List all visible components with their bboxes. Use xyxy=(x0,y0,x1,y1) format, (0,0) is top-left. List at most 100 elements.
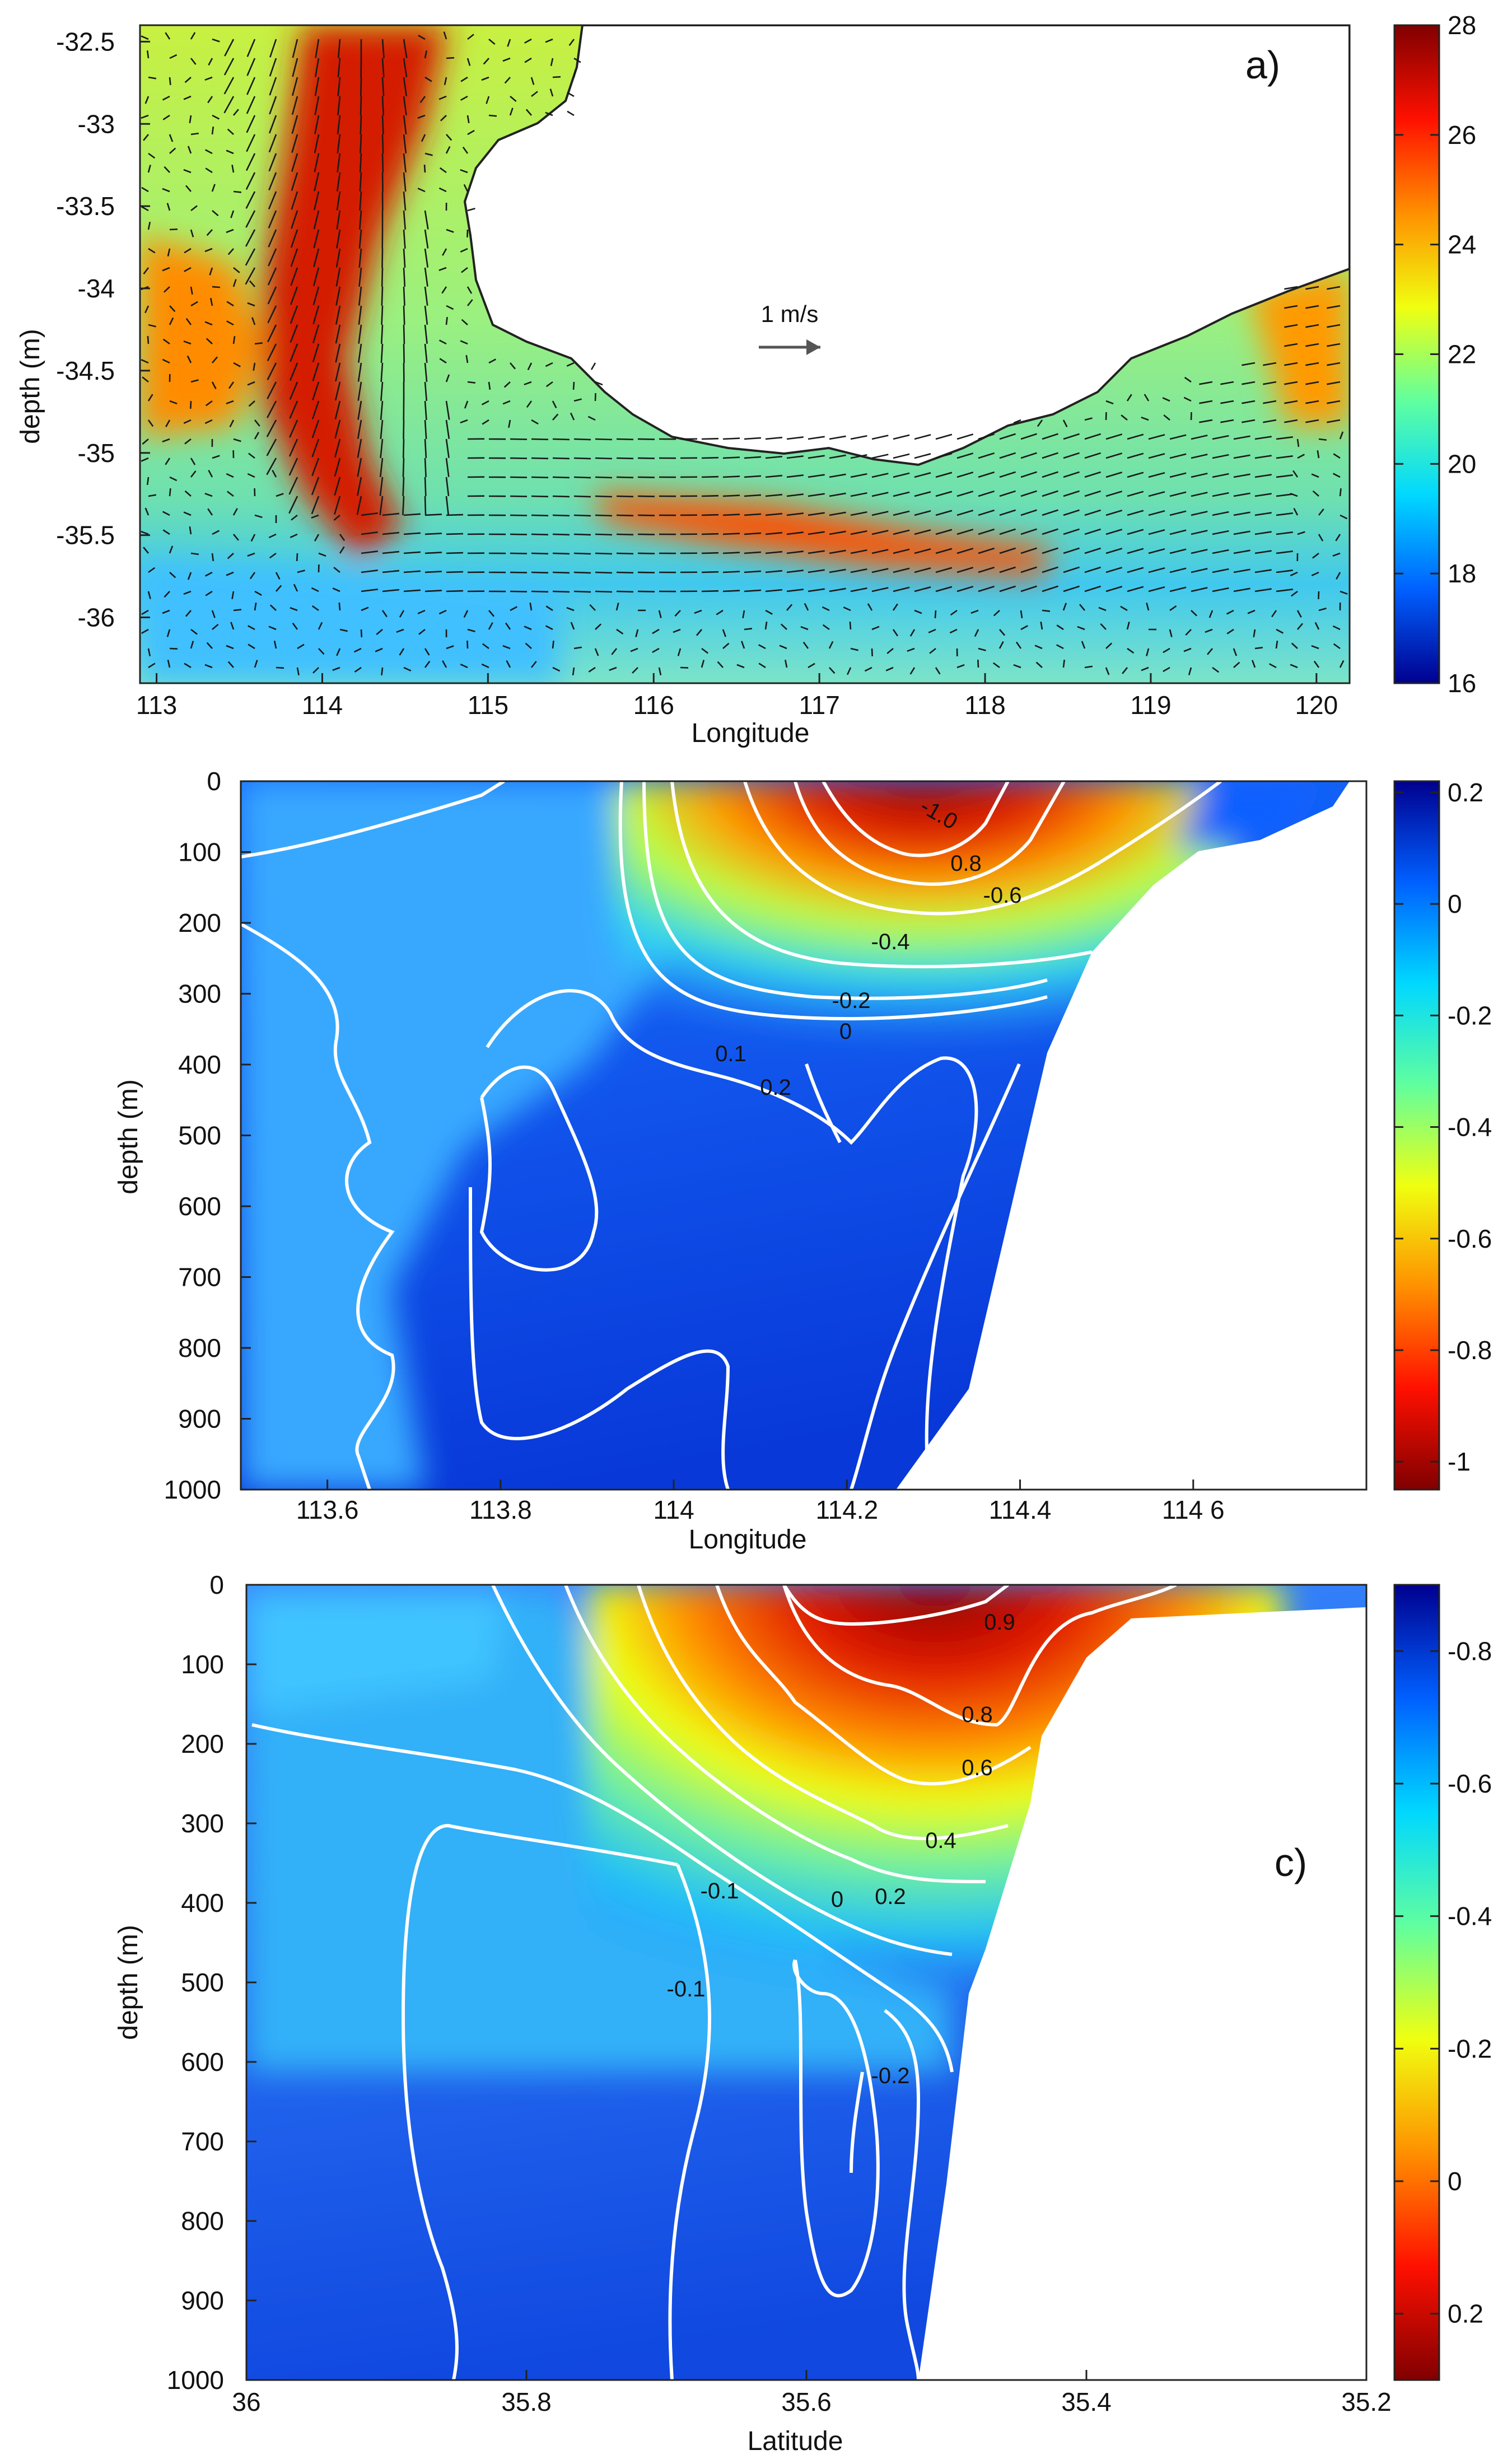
vector-arrow xyxy=(482,400,489,405)
vector-arrow xyxy=(935,586,953,592)
vector-arrow xyxy=(313,248,320,268)
vector-arrow xyxy=(1081,641,1086,649)
vector-arrow xyxy=(424,419,427,440)
vector-arrow xyxy=(268,172,277,191)
vector-arrow xyxy=(291,134,298,153)
panel-c-contour-labels: 0.9 0.8 0.6 0.4 0.2 0 -0.1 -0.1 -0.2 xyxy=(667,1610,1015,2088)
vector-arrow xyxy=(212,623,219,630)
vector-arrow xyxy=(314,134,320,153)
vector-arrow xyxy=(438,95,447,100)
vector-arrow xyxy=(488,114,497,117)
vector-arrow xyxy=(893,567,910,573)
vector-arrow xyxy=(227,661,234,668)
vector-arrow xyxy=(232,109,239,116)
vector-arrow xyxy=(677,648,682,656)
vector-arrow xyxy=(765,512,782,516)
vector-arrow xyxy=(950,609,958,616)
vector-arrow xyxy=(531,514,549,517)
vector-arrow xyxy=(566,606,575,612)
vector-arrow xyxy=(616,438,634,441)
vector-arrow xyxy=(1212,473,1229,478)
vector-arrow xyxy=(167,660,171,668)
vector-arrow xyxy=(141,114,149,119)
vector-arrow xyxy=(460,419,468,424)
vector-arrow xyxy=(637,438,655,440)
vector-arrow xyxy=(914,434,931,440)
vector-arrow xyxy=(314,115,320,134)
vector-arrow xyxy=(744,494,762,497)
vector-arrow xyxy=(417,114,426,119)
vector-arrow xyxy=(552,640,554,649)
vector-arrow xyxy=(466,640,469,649)
vector-arrow xyxy=(552,552,570,555)
panel-c-colorbar: -0.8 -0.6 -0.4 -0.2 0 0.2 xyxy=(1393,1584,1492,2381)
vector-arrow xyxy=(1056,624,1064,631)
vector-arrow xyxy=(312,362,320,381)
vector-arrow xyxy=(531,438,549,441)
vector-arrow xyxy=(209,298,213,306)
vector-arrow xyxy=(1199,419,1213,423)
vector-arrow xyxy=(289,400,298,419)
vector-arrow xyxy=(312,381,320,400)
vector-arrow xyxy=(510,571,528,573)
vector-arrow xyxy=(765,570,782,573)
vector-arrow xyxy=(148,76,157,80)
vector-arrow xyxy=(573,571,591,574)
vector-arrow xyxy=(335,305,341,325)
vector-arrow xyxy=(635,629,639,637)
vector-arrow xyxy=(184,438,192,445)
vector-arrow xyxy=(467,34,474,40)
vector-arrow xyxy=(337,58,341,77)
vector-arrow xyxy=(361,570,378,573)
vector-arrow xyxy=(847,667,852,675)
vector-arrow xyxy=(652,647,660,654)
x-tick-label: 35.6 xyxy=(781,2387,832,2416)
vector-arrow xyxy=(1126,622,1130,630)
vector-arrow xyxy=(1040,621,1043,630)
vector-arrow xyxy=(552,533,570,536)
vector-arrow xyxy=(445,438,450,458)
vector-arrow xyxy=(141,206,149,212)
y-tick-label: 900 xyxy=(178,1404,221,1434)
vector-arrow xyxy=(169,134,174,142)
vector-arrow xyxy=(1163,647,1170,654)
vector-arrow xyxy=(1063,528,1080,535)
vector-arrow xyxy=(822,606,830,612)
vector-arrow xyxy=(552,666,561,672)
panel-b-field xyxy=(241,781,1366,1490)
velocity-vectors xyxy=(141,31,1348,676)
vector-arrow xyxy=(185,185,192,192)
vector-arrow xyxy=(211,553,214,562)
vector-arrow xyxy=(335,324,341,344)
vector-arrow xyxy=(403,77,408,96)
vector-arrow xyxy=(531,457,549,460)
vector-arrow xyxy=(1271,610,1277,618)
vector-arrow xyxy=(978,490,995,497)
vector-arrow xyxy=(223,58,235,76)
vector-arrow xyxy=(992,662,1000,669)
vector-arrow xyxy=(290,343,298,362)
vector-arrow xyxy=(886,647,894,654)
vector-arrow xyxy=(247,381,255,386)
vector-arrow xyxy=(293,584,298,592)
y-tick-label: 0 xyxy=(209,1570,224,1599)
vector-arrow xyxy=(935,452,953,459)
vector-arrow xyxy=(144,507,150,516)
y-tick-label: 600 xyxy=(181,2047,224,2076)
vector-arrow xyxy=(1035,661,1043,668)
vector-arrow xyxy=(488,381,491,390)
vector-arrow xyxy=(956,586,974,592)
vector-arrow xyxy=(358,229,362,249)
vector-arrow xyxy=(144,96,150,104)
vector-arrow xyxy=(914,453,931,459)
vector-arrow xyxy=(1327,305,1341,309)
vector-arrow xyxy=(141,609,149,615)
vector-arrow xyxy=(1233,568,1250,573)
contour-label: 0.8 xyxy=(962,1702,993,1727)
y-tick-label: 700 xyxy=(178,1263,221,1292)
vector-arrow xyxy=(338,602,341,611)
vector-arrow xyxy=(573,457,591,460)
vector-arrow xyxy=(573,646,582,650)
vector-arrow xyxy=(552,571,570,574)
vector-arrow xyxy=(445,419,450,439)
